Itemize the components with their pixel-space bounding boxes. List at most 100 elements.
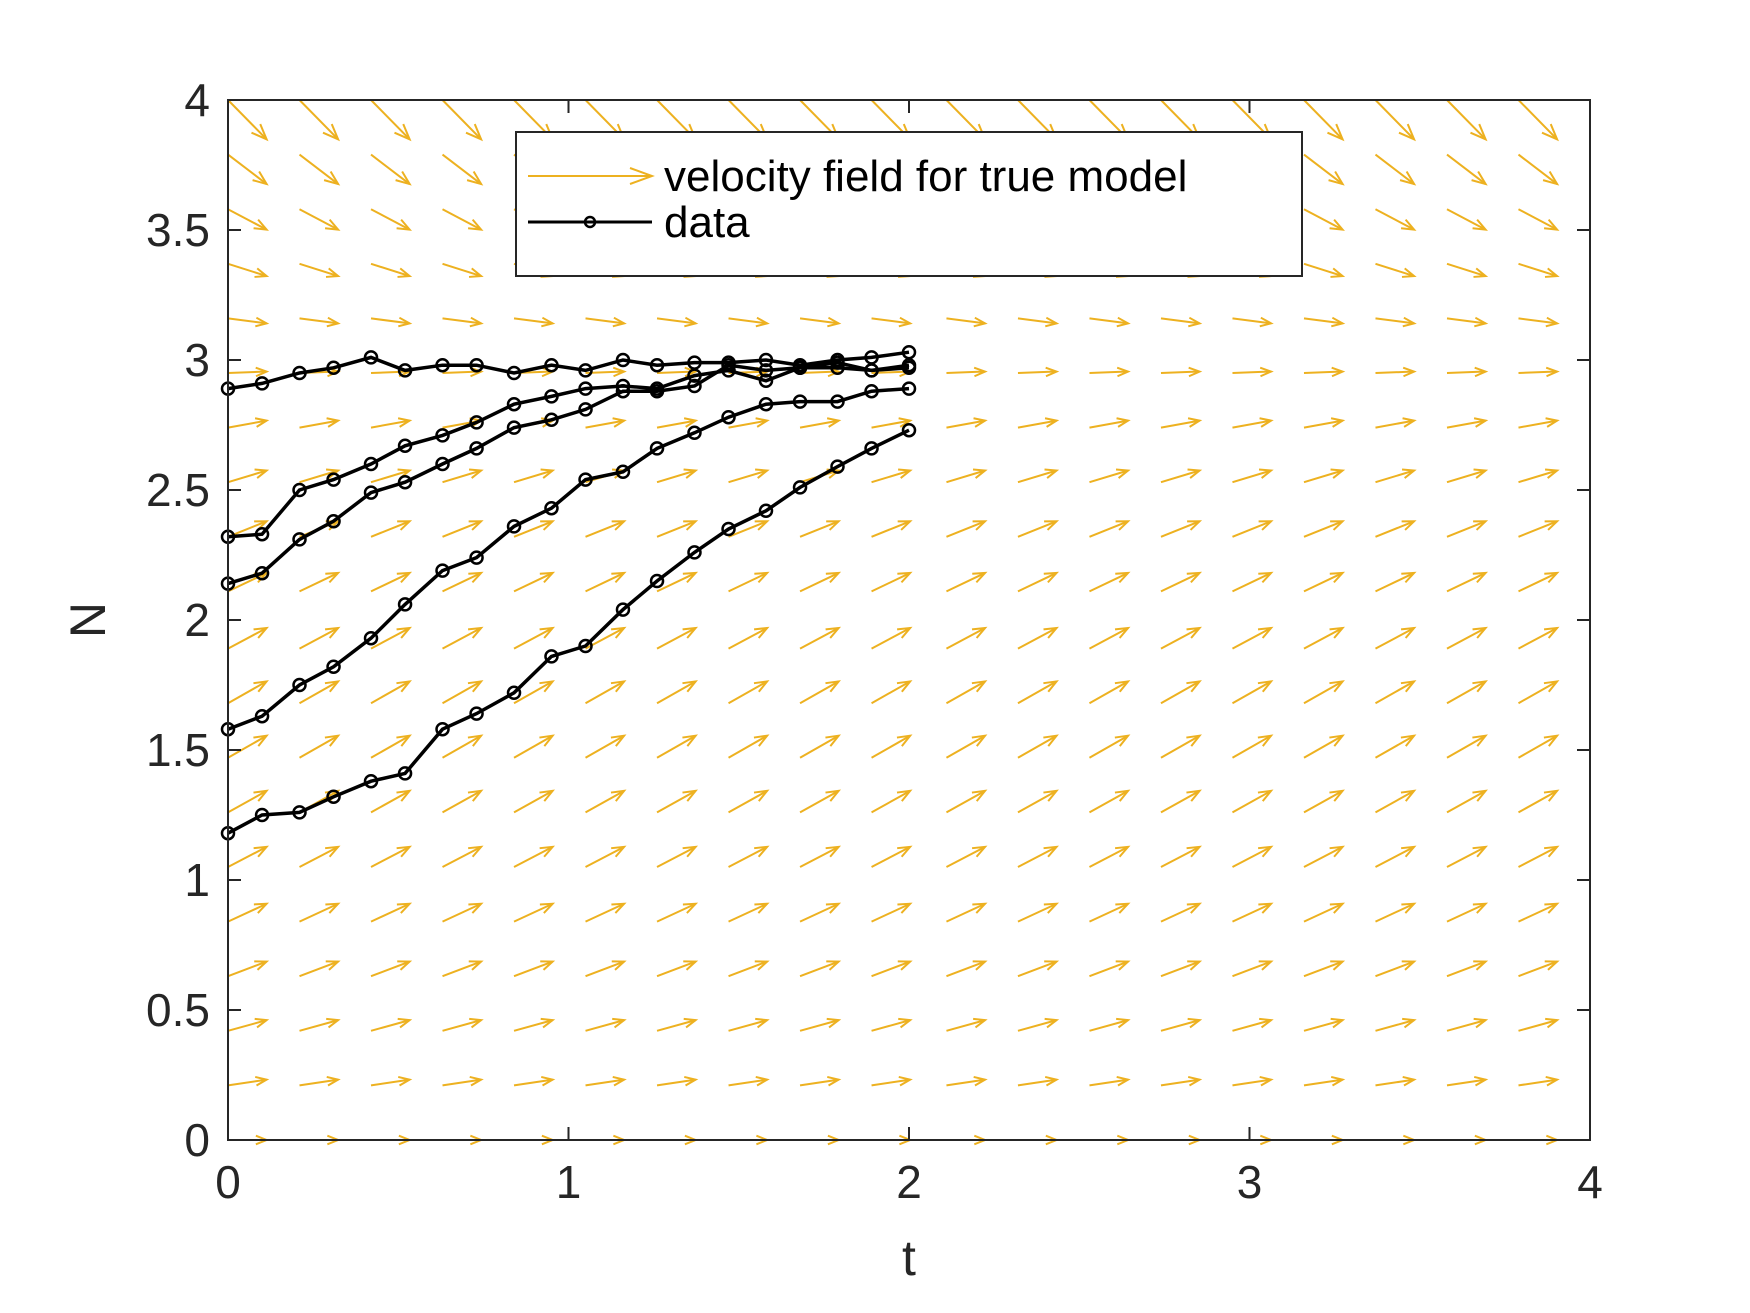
velocity-arrow bbox=[799, 1078, 839, 1087]
velocity-arrow-head bbox=[611, 520, 627, 531]
velocity-arrow-head bbox=[973, 417, 988, 428]
velocity-arrow bbox=[728, 1078, 768, 1087]
velocity-arrow bbox=[946, 572, 986, 593]
velocity-arrow-head bbox=[1329, 626, 1345, 639]
velocity-arrow-head bbox=[682, 902, 699, 914]
velocity-arrow bbox=[227, 960, 267, 978]
velocity-arrow bbox=[1017, 845, 1058, 868]
velocity-arrow bbox=[728, 317, 768, 325]
axis-ticks: 0 1 2 3 4 0 0.5 1 1.5 2 2.5 3 3.5 4 bbox=[146, 74, 1603, 1208]
velocity-arrow-head bbox=[467, 789, 484, 802]
velocity-arrow-head bbox=[1400, 218, 1417, 231]
velocity-arrow bbox=[227, 845, 268, 868]
data-point bbox=[687, 368, 702, 383]
velocity-arrow bbox=[1518, 469, 1558, 484]
velocity-arrow bbox=[227, 99, 268, 141]
velocity-arrow-head bbox=[1115, 468, 1131, 479]
velocity-arrow-head bbox=[971, 680, 988, 693]
velocity-arrow bbox=[1446, 419, 1486, 429]
velocity-arrow-head bbox=[1329, 571, 1346, 584]
velocity-arrow-head bbox=[1257, 845, 1274, 858]
velocity-arrow-head bbox=[467, 626, 484, 639]
data-point bbox=[469, 441, 484, 456]
velocity-arrow-head bbox=[971, 845, 988, 858]
velocity-arrow-head bbox=[826, 520, 842, 531]
velocity-arrow bbox=[871, 902, 911, 923]
velocity-arrow bbox=[227, 680, 268, 705]
velocity-arrow bbox=[1446, 1078, 1486, 1087]
velocity-arrow-head bbox=[1398, 123, 1416, 142]
velocity-arrow-head bbox=[469, 366, 484, 378]
velocity-arrow bbox=[1231, 789, 1272, 814]
data-point bbox=[292, 805, 307, 820]
velocity-arrow-head bbox=[1543, 789, 1560, 802]
velocity-arrow-head bbox=[253, 218, 269, 231]
data-point bbox=[687, 425, 702, 441]
velocity-arrow bbox=[728, 520, 768, 538]
velocity-arrow-head bbox=[1258, 571, 1274, 584]
velocity-arrow-head bbox=[1187, 468, 1203, 479]
velocity-arrow-head bbox=[324, 734, 341, 747]
velocity-arrow-head bbox=[1257, 734, 1274, 747]
data-point bbox=[578, 363, 593, 378]
velocity-arrow bbox=[871, 845, 911, 868]
velocity-arrow bbox=[799, 902, 840, 923]
velocity-arrow bbox=[585, 1078, 625, 1087]
velocity-arrow bbox=[441, 153, 482, 185]
velocity-arrow-head bbox=[1472, 902, 1489, 914]
velocity-arrow-head bbox=[325, 845, 341, 858]
velocity-arrow bbox=[1017, 572, 1058, 593]
velocity-arrow bbox=[871, 789, 911, 814]
velocity-arrow bbox=[1517, 734, 1558, 759]
data-point bbox=[864, 383, 879, 399]
velocity-arrow-head bbox=[1329, 218, 1345, 231]
velocity-arrow-head bbox=[397, 960, 413, 971]
velocity-arrow-head bbox=[1186, 680, 1202, 693]
velocity-arrow bbox=[1375, 370, 1415, 374]
velocity-arrow-head bbox=[898, 417, 913, 428]
velocity-arrow bbox=[442, 1019, 482, 1032]
velocity-arrow bbox=[1160, 680, 1201, 705]
velocity-arrow bbox=[1303, 370, 1343, 374]
velocity-arrow bbox=[1303, 627, 1344, 650]
velocity-arrow-head bbox=[754, 902, 770, 914]
velocity-arrow bbox=[1089, 370, 1129, 374]
velocity-arrow bbox=[370, 520, 410, 538]
velocity-arrow-head bbox=[254, 417, 270, 428]
velocity-arrow-head bbox=[539, 845, 556, 858]
velocity-arrow-head bbox=[1115, 520, 1131, 531]
velocity-arrow-head bbox=[1472, 571, 1489, 584]
velocity-arrow bbox=[1303, 734, 1344, 759]
velocity-arrow bbox=[946, 520, 986, 538]
velocity-arrow bbox=[656, 469, 696, 484]
velocity-arrow bbox=[1518, 627, 1558, 650]
velocity-arrow-head bbox=[684, 1075, 699, 1087]
y-tick-label: 3.5 bbox=[146, 204, 210, 256]
velocity-arrow bbox=[227, 1019, 267, 1032]
velocity-arrow bbox=[1160, 734, 1201, 759]
velocity-arrow bbox=[370, 845, 411, 868]
velocity-arrow bbox=[585, 789, 625, 814]
data-point bbox=[615, 602, 631, 617]
velocity-arrow bbox=[1303, 317, 1343, 325]
velocity-arrow bbox=[1232, 902, 1272, 923]
velocity-arrow-head bbox=[1329, 789, 1345, 802]
velocity-arrow-head bbox=[254, 267, 270, 278]
data-point bbox=[363, 456, 379, 472]
data-point bbox=[435, 357, 450, 373]
velocity-arrow-head bbox=[465, 123, 484, 142]
velocity-arrow bbox=[1160, 902, 1201, 923]
velocity-arrow bbox=[1518, 1078, 1558, 1087]
velocity-arrow-head bbox=[612, 1017, 627, 1029]
velocity-arrow bbox=[1446, 370, 1486, 374]
velocity-arrow-head bbox=[396, 734, 412, 747]
data-point bbox=[254, 376, 270, 391]
velocity-arrow bbox=[946, 419, 986, 429]
data-point bbox=[397, 363, 413, 378]
data-point bbox=[721, 357, 736, 373]
velocity-arrow bbox=[513, 789, 554, 814]
velocity-arrow bbox=[370, 680, 411, 705]
velocity-arrow bbox=[227, 153, 268, 185]
velocity-arrow-head bbox=[825, 626, 842, 639]
velocity-arrow bbox=[799, 627, 840, 650]
